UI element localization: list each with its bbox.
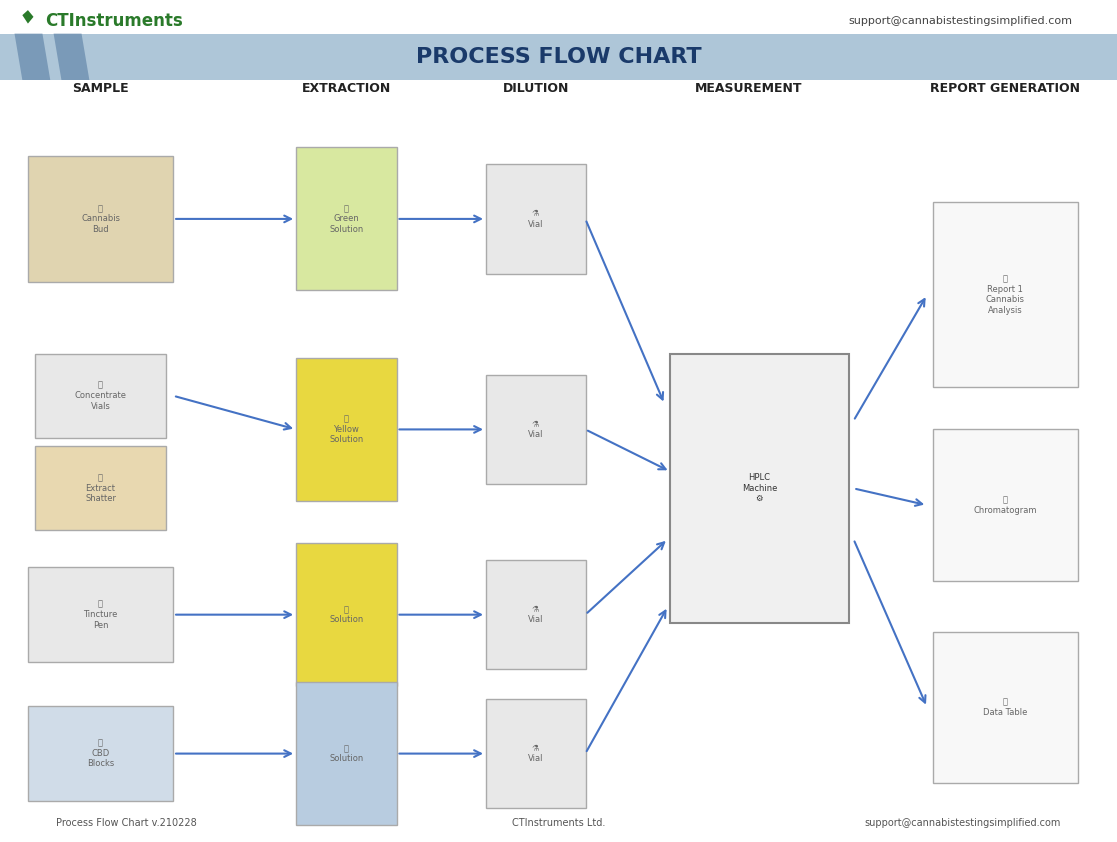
Polygon shape [22,10,34,24]
FancyBboxPatch shape [486,699,586,808]
FancyBboxPatch shape [933,632,1078,783]
Text: 📋
Data Table: 📋 Data Table [983,697,1028,717]
FancyBboxPatch shape [933,202,1078,387]
Text: MEASUREMENT: MEASUREMENT [695,82,802,95]
Text: REPORT GENERATION: REPORT GENERATION [930,82,1080,95]
Text: 🧪
Solution: 🧪 Solution [330,605,363,625]
FancyBboxPatch shape [486,560,586,669]
Text: EXTRACTION: EXTRACTION [302,82,391,95]
Polygon shape [54,34,89,80]
Text: ⚗️
Vial: ⚗️ Vial [528,209,544,229]
Text: 🧪
Solution: 🧪 Solution [330,743,363,764]
FancyBboxPatch shape [933,429,1078,581]
Text: CTInstruments Ltd.: CTInstruments Ltd. [512,818,605,829]
Text: 📦
Concentrate
Vials: 📦 Concentrate Vials [75,381,126,411]
FancyBboxPatch shape [670,354,849,623]
FancyBboxPatch shape [296,543,397,686]
Text: SAMPLE: SAMPLE [73,82,128,95]
Text: 🧪
Green
Solution: 🧪 Green Solution [330,204,363,234]
FancyBboxPatch shape [0,34,1117,80]
Text: support@cannabistestingsimplified.com: support@cannabistestingsimplified.com [865,818,1061,829]
FancyBboxPatch shape [296,358,397,501]
Text: DILUTION: DILUTION [503,82,570,95]
Text: 🌿
Cannabis
Bud: 🌿 Cannabis Bud [82,204,120,234]
Text: 📊
Report 1
Cannabis
Analysis: 📊 Report 1 Cannabis Analysis [986,274,1024,315]
FancyBboxPatch shape [28,156,173,282]
Text: ⚗️
Vial: ⚗️ Vial [528,605,544,625]
FancyBboxPatch shape [35,354,165,438]
Text: 💊
CBD
Blocks: 💊 CBD Blocks [87,738,114,769]
Text: ⚗️
Vial: ⚗️ Vial [528,743,544,764]
Text: HPLC
Machine
⚙️: HPLC Machine ⚙️ [742,473,777,504]
FancyBboxPatch shape [35,446,165,530]
FancyBboxPatch shape [486,164,586,274]
Polygon shape [15,34,50,80]
FancyBboxPatch shape [28,706,173,801]
FancyBboxPatch shape [486,375,586,484]
FancyBboxPatch shape [28,568,173,662]
Text: 🟡
Extract
Shatter: 🟡 Extract Shatter [85,473,116,504]
Text: 📈
Chromatogram: 📈 Chromatogram [974,495,1037,515]
Text: 🧪
Yellow
Solution: 🧪 Yellow Solution [330,414,363,445]
Text: ⚗️
Vial: ⚗️ Vial [528,419,544,440]
FancyBboxPatch shape [296,147,397,290]
Text: 💉
Tincture
Pen: 💉 Tincture Pen [84,600,117,630]
Text: PROCESS FLOW CHART: PROCESS FLOW CHART [416,47,701,67]
Text: Process Flow Chart v.210228: Process Flow Chart v.210228 [56,818,197,829]
FancyBboxPatch shape [296,682,397,825]
Text: CTInstruments: CTInstruments [45,12,182,30]
Text: support@cannabistestingsimplified.com: support@cannabistestingsimplified.com [848,16,1072,26]
